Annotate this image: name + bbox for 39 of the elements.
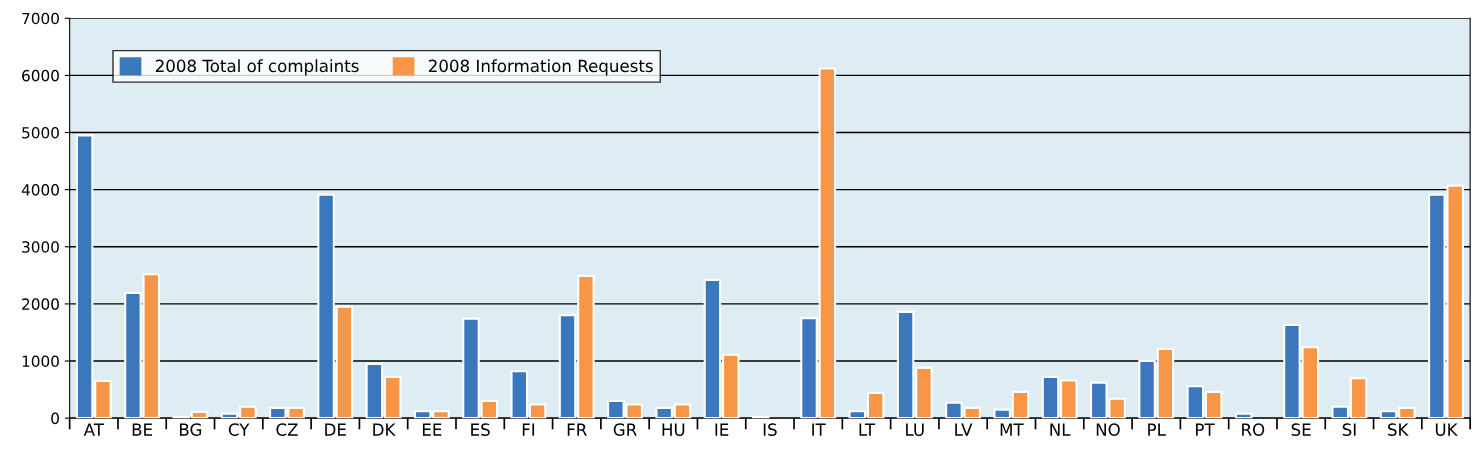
- x-tick-label: LT: [859, 423, 876, 436]
- x-tick-label: EE: [422, 423, 442, 436]
- x-tick-label: SI: [1342, 423, 1356, 436]
- x-tick-label: LU: [906, 423, 924, 436]
- x-tick-label: IT: [812, 423, 826, 436]
- y-tick-label: 2000: [22, 298, 59, 310]
- y-tick-label: 3000: [22, 241, 59, 253]
- x-tick-label: SE: [1291, 423, 1311, 436]
- x-tick-label: IS: [763, 423, 777, 436]
- x-tick-label: CY: [228, 423, 250, 436]
- x-tick-label: DK: [373, 423, 396, 436]
- legend-label: 2008 Total of complaints: [155, 59, 359, 76]
- x-tick-label: CZ: [276, 423, 298, 436]
- x-tick-label: GR: [613, 423, 637, 436]
- x-tick-label: NO: [1096, 423, 1120, 436]
- x-tick-label: DE: [325, 423, 346, 436]
- x-tick-label: FI: [522, 423, 535, 436]
- x-tick-label: HU: [662, 423, 685, 436]
- x-tick-label: RO: [1242, 423, 1265, 436]
- y-tick-label: 1000: [22, 355, 59, 368]
- x-tick-label: BG: [179, 423, 202, 436]
- y-tick-label: 6000: [22, 69, 59, 82]
- y-tick-label: 0: [51, 412, 59, 425]
- x-tick-label: NL: [1050, 423, 1071, 436]
- x-tick-label: FR: [567, 423, 587, 436]
- x-tick-label: LV: [955, 423, 973, 436]
- y-tick-label: 5000: [22, 127, 59, 139]
- x-tick-label: UK: [1435, 423, 1458, 436]
- legend-label: 2008 Information Requests: [428, 59, 653, 76]
- x-tick-label: MT: [1000, 423, 1024, 436]
- x-tick-label: IE: [715, 423, 729, 436]
- x-tick-label: SK: [1388, 423, 1409, 436]
- x-tick-label: AT: [83, 423, 104, 436]
- y-tick-label: 7000: [22, 12, 59, 25]
- x-tick-label: PL: [1148, 423, 1166, 436]
- x-tick-label: BE: [132, 423, 153, 436]
- y-tick-label: 4000: [21, 184, 59, 196]
- x-tick-label: PT: [1196, 423, 1215, 436]
- x-tick-label: ES: [471, 423, 490, 436]
